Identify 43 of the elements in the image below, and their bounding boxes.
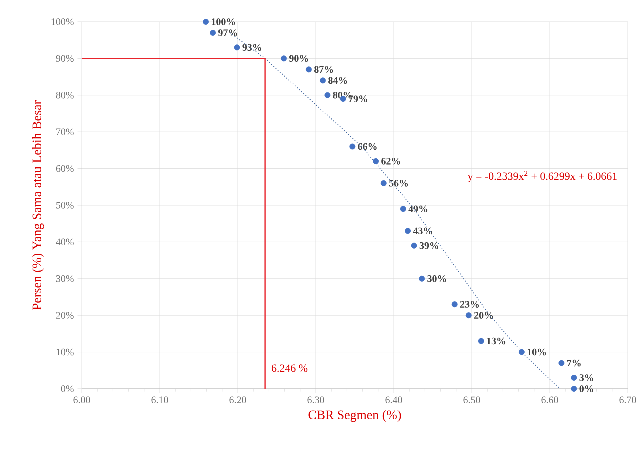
x-tick-label: 6.50 (464, 396, 480, 404)
data-label: 62% (382, 158, 400, 165)
x-tick-label: 6.00 (74, 396, 90, 404)
data-label: 43% (413, 228, 432, 235)
data-label: 93% (242, 44, 262, 52)
y-tick-label: 70% (56, 128, 74, 136)
data-label: 30% (428, 276, 446, 282)
x-axis-title: CBR Segmen (%) (308, 410, 402, 422)
y-tick-label: 50% (56, 202, 74, 209)
y-tick-label: 0% (61, 386, 74, 392)
data-label: 3% (580, 374, 594, 382)
y-tick-label: 60% (56, 165, 74, 172)
y-tick-label: 80% (56, 92, 74, 99)
data-label: 97% (218, 30, 238, 36)
y-tick-label: 100% (52, 18, 74, 26)
data-label: 7% (567, 360, 581, 367)
data-label: 87% (314, 66, 334, 74)
x-tick-label: 6.60 (542, 396, 558, 404)
x-tick-label: 6.70 (620, 396, 636, 404)
data-label: 20% (474, 312, 494, 319)
data-label: 10% (528, 348, 546, 356)
x-tick-label: 6.40 (386, 396, 402, 404)
y-tick-label: 90% (56, 55, 74, 62)
data-label: 84% (328, 77, 348, 84)
annotation: y = -0.2339x$^{2}$ + 0.6299x + 6.0661 (468, 170, 617, 182)
y-tick-label: 10% (56, 348, 74, 356)
data-label: 13% (487, 338, 506, 345)
x-tick-label: 6.10 (152, 396, 168, 404)
data-label: 0% (580, 386, 594, 392)
y-tick-label: 30% (56, 276, 74, 282)
data-label: 49% (408, 206, 428, 213)
annotation: 6.246 % (272, 364, 308, 372)
x-tick-label: 6.20 (230, 396, 246, 404)
data-label: 23% (460, 301, 480, 308)
data-label: 56% (389, 180, 408, 187)
data-label: 39% (420, 242, 438, 250)
data-label: 100% (212, 18, 236, 26)
x-tick-label: 6.30 (308, 396, 324, 404)
y-axis-title: Persen (%) Yang Sama atau Lebih Besar (32, 100, 44, 310)
y-tick-label: 40% (56, 238, 74, 246)
y-tick-label: 20% (56, 312, 74, 319)
data-label: 90% (289, 55, 308, 62)
data-label: 66% (358, 143, 377, 150)
